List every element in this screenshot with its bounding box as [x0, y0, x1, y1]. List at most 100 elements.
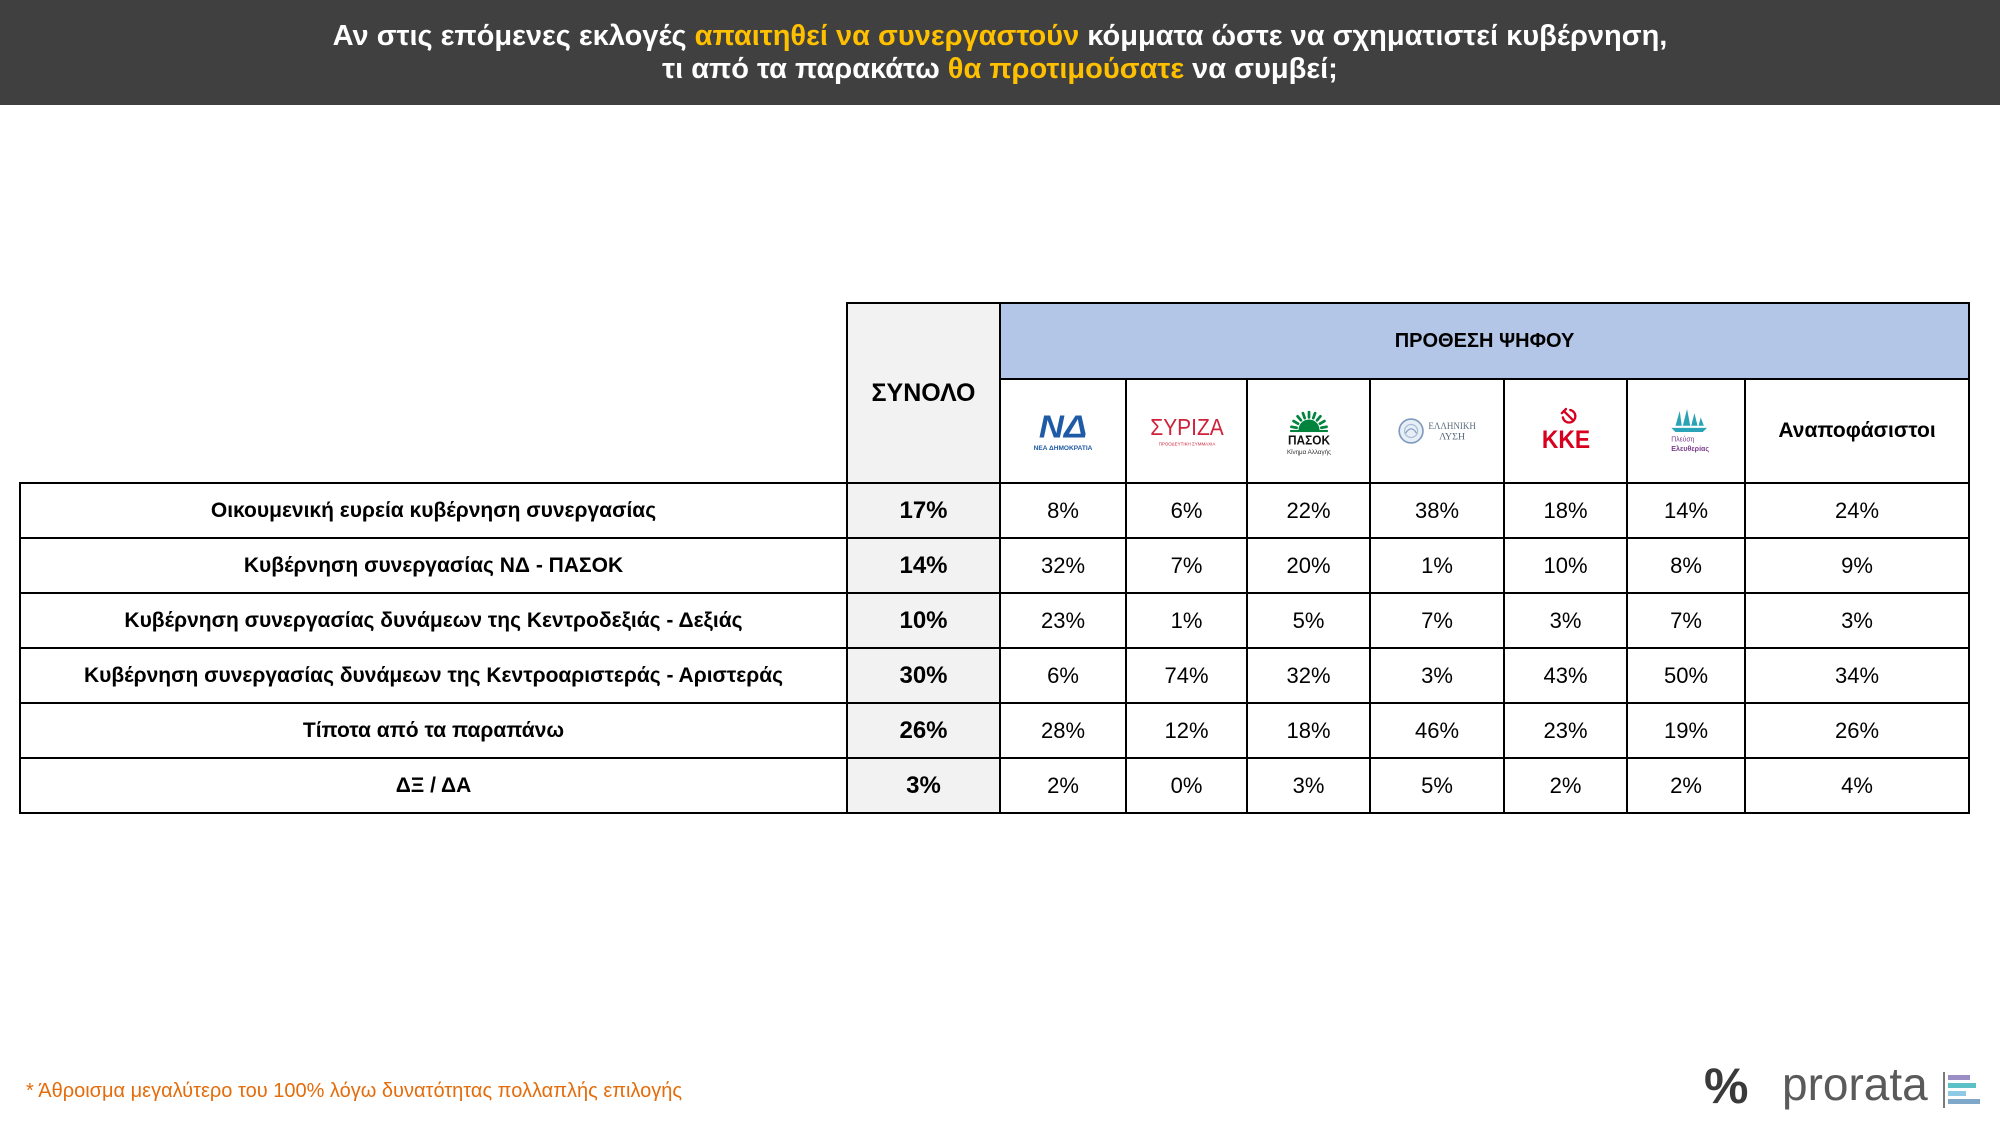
title-highlight: απαιτηθεί να συνεργαστούν	[694, 20, 1080, 52]
column-header-plefsi-eleftherias: Πλεύση Ελευθερίας	[1626, 378, 1746, 484]
value-cell: 5%	[1246, 592, 1371, 649]
elliniki-lysi-logo-icon: ΕΛΛΗΝΙΚΗ ΛΥΣΗ	[1398, 418, 1476, 444]
value-cell: 26%	[1743, 702, 1971, 759]
total-value: 10%	[846, 592, 1001, 649]
value-cell: 24%	[1743, 482, 1971, 539]
value-cell: 3%	[1369, 647, 1505, 704]
title-text: να συμβεί;	[1184, 53, 1338, 85]
value-cell: 1%	[1369, 537, 1505, 594]
value-cell: 8%	[999, 482, 1127, 539]
value-cell: 46%	[1369, 702, 1505, 759]
nd-logo-subtext: ΝΕΑ ΔΗΜΟΚΡΑΤΙΑ	[1034, 445, 1093, 452]
total-value: 14%	[846, 537, 1001, 594]
row-label: Οικουμενική ευρεία κυβέρνηση συνεργασίας	[19, 482, 848, 539]
value-cell: 3%	[1503, 592, 1628, 649]
table-row: Κυβέρνηση συνεργασίας δυνάμεων της Κεντρ…	[19, 592, 1971, 649]
prorata-wordmark: prorata	[1782, 1058, 1928, 1110]
title-text: τι από τα παρακάτω	[662, 53, 948, 85]
total-value: 26%	[846, 702, 1001, 759]
table-row: Κυβέρνηση συνεργασίας ΝΔ - ΠΑΣΟΚ 14% 32%…	[19, 537, 1971, 594]
total-value: 30%	[846, 647, 1001, 704]
value-cell: 2%	[1503, 757, 1628, 814]
value-cell: 7%	[1369, 592, 1505, 649]
value-cell: 20%	[1246, 537, 1371, 594]
column-header-syriza: ΣΥΡΙΖΑ ΠΡΟΟΔΕΥΤΙΚΗ ΣΥΜΜΑΧΙΑ	[1125, 378, 1248, 484]
value-cell: 6%	[999, 647, 1127, 704]
plefsi-logo-subtext: Ελευθερίας	[1671, 444, 1709, 453]
prorata-bars-icon	[1943, 1072, 1980, 1108]
results-table: ΣΥΝΟΛΟ ΠΡΟΘΕΣΗ ΨΗΦΟΥ ΝΔ ΝΕΑ ΔΗΜΟΚΡΑΤΙΑ Σ…	[19, 302, 1971, 814]
value-cell: 28%	[999, 702, 1127, 759]
syriza-logo-icon: ΣΥΡΙΖΑ ΠΡΟΟΔΕΥΤΙΚΗ ΣΥΜΜΑΧΙΑ	[1150, 414, 1224, 448]
row-label: Κυβέρνηση συνεργασίας δυνάμεων της Κεντρ…	[19, 647, 848, 704]
value-cell: 22%	[1246, 482, 1371, 539]
value-cell: 43%	[1503, 647, 1628, 704]
value-cell: 5%	[1369, 757, 1505, 814]
table-row: Κυβέρνηση συνεργασίας δυνάμεων της Κεντρ…	[19, 647, 1971, 704]
results-table-container: ΣΥΝΟΛΟ ΠΡΟΘΕΣΗ ΨΗΦΟΥ ΝΔ ΝΕΑ ΔΗΜΟΚΡΑΤΙΑ Σ…	[19, 302, 1971, 814]
total-value: 3%	[846, 757, 1001, 814]
column-header-elliniki-lysi: ΕΛΛΗΝΙΚΗ ΛΥΣΗ	[1369, 378, 1505, 484]
value-cell: 14%	[1626, 482, 1746, 539]
value-cell: 23%	[1503, 702, 1628, 759]
table-corner	[20, 303, 847, 483]
pasok-logo-subtext: Κίνημα Αλλαγής	[1286, 448, 1330, 456]
total-column-header: ΣΥΝΟΛΟ	[846, 302, 1001, 484]
table-row: Οικουμενική ευρεία κυβέρνηση συνεργασίας…	[19, 482, 1971, 539]
value-cell: 12%	[1125, 702, 1248, 759]
value-cell: 2%	[999, 757, 1127, 814]
column-header-pasok: ΠΑΣΟΚ Κίνημα Αλλαγής	[1246, 378, 1371, 484]
row-label: Τίποτα από τα παραπάνω	[19, 702, 848, 759]
header-row: ΣΥΝΟΛΟ ΠΡΟΘΕΣΗ ΨΗΦΟΥ	[20, 302, 1971, 484]
party-header-row: ΝΔ ΝΕΑ ΔΗΜΟΚΡΑΤΙΑ ΣΥΡΙΖΑ ΠΡΟΟΔΕΥΤΙΚΗ ΣΥΜ…	[20, 378, 1971, 484]
title-text: Αν στις επόμενες εκλογές	[332, 20, 695, 52]
value-cell: 74%	[1125, 647, 1248, 704]
value-cell: 10%	[1503, 537, 1628, 594]
title-banner: Αν στις επόμενες εκλογές απαιτηθεί να συ…	[0, 0, 2000, 105]
title-highlight: θα προτιμούσατε	[947, 53, 1185, 85]
plefsi-eleftherias-logo-icon: Πλεύση Ελευθερίας	[1671, 408, 1709, 453]
value-cell: 32%	[1246, 647, 1371, 704]
kke-logo-text: ΚΚΕ	[1541, 426, 1589, 454]
table-row: Τίποτα από τα παραπάνω 26% 28% 12% 18% 4…	[19, 702, 1971, 759]
value-cell: 6%	[1125, 482, 1248, 539]
value-cell: 3%	[1246, 757, 1371, 814]
value-cell: 1%	[1125, 592, 1248, 649]
vote-intention-header: ΠΡΟΘΕΣΗ ΨΗΦΟΥ	[998, 302, 1971, 380]
pasok-logo-icon: ΠΑΣΟΚ Κίνημα Αλλαγής	[1286, 410, 1331, 456]
plefsi-logo-text: Πλεύση	[1671, 435, 1694, 444]
elliniki-lysi-logo-text: ΕΛΛΗΝΙΚΗ	[1428, 421, 1476, 431]
syriza-logo-subtext: ΠΡΟΟΔΕΥΤΙΚΗ ΣΥΜΜΑΧΙΑ	[1158, 442, 1216, 448]
column-header-kke: ΚΚΕ	[1503, 378, 1628, 484]
column-header-undecided: Αναποφάσιστοι	[1743, 378, 1971, 484]
value-cell: 50%	[1626, 647, 1746, 704]
value-cell: 7%	[1125, 537, 1248, 594]
title-text: κόμματα ώστε να σχηματιστεί κυβέρνηση,	[1079, 20, 1668, 52]
footnote: * Άθροισμα μεγαλύτερο του 100% λόγω δυνα…	[26, 1080, 683, 1102]
value-cell: 32%	[999, 537, 1127, 594]
value-cell: 34%	[1743, 647, 1971, 704]
column-header-nd: ΝΔ ΝΕΑ ΔΗΜΟΚΡΑΤΙΑ	[999, 378, 1127, 484]
value-cell: 8%	[1626, 537, 1746, 594]
total-value: 17%	[846, 482, 1001, 539]
table-row: ΔΞ / ΔΑ 3% 2% 0% 3% 5% 2% 2% 4%	[19, 757, 1971, 814]
value-cell: 2%	[1626, 757, 1746, 814]
value-cell: 7%	[1626, 592, 1746, 649]
value-cell: 18%	[1503, 482, 1628, 539]
prorata-percent-logo: %	[1704, 1058, 1749, 1114]
row-label: ΔΞ / ΔΑ	[19, 757, 848, 814]
kke-logo-icon: ΚΚΕ	[1541, 407, 1590, 454]
value-cell: 0%	[1125, 757, 1248, 814]
nea-dimokratia-logo-icon: ΝΔ ΝΕΑ ΔΗΜΟΚΡΑΤΙΑ	[1034, 408, 1093, 452]
row-label: Κυβέρνηση συνεργασίας δυνάμεων της Κεντρ…	[19, 592, 848, 649]
title-line-1: Αν στις επόμενες εκλογές απαιτηθεί να συ…	[0, 19, 2000, 53]
row-label: Κυβέρνηση συνεργασίας ΝΔ - ΠΑΣΟΚ	[19, 537, 848, 594]
syriza-logo-text: ΣΥΡΙΖΑ	[1150, 414, 1224, 440]
nd-logo-text: ΝΔ	[1039, 408, 1087, 444]
value-cell: 3%	[1743, 592, 1971, 649]
value-cell: 4%	[1743, 757, 1971, 814]
value-cell: 9%	[1743, 537, 1971, 594]
value-cell: 38%	[1369, 482, 1505, 539]
value-cell: 19%	[1626, 702, 1746, 759]
title-line-2: τι από τα παρακάτω θα προτιμούσατε να συ…	[0, 52, 2000, 86]
